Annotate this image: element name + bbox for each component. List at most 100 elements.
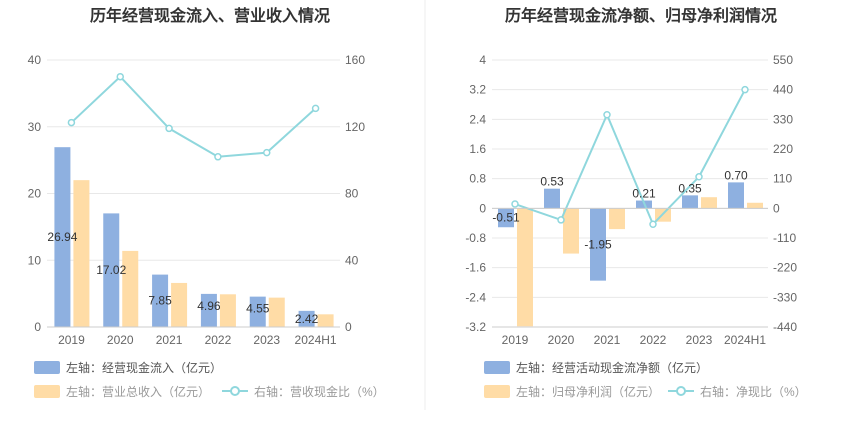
y-left-tick-label: 30 [28, 120, 42, 134]
chart-title: 历年经营现金流净额、归母净利润情况 [505, 6, 777, 25]
legend-swatch-dot [230, 386, 240, 396]
bar-primary [498, 208, 514, 228]
value-label: 7.85 [148, 294, 172, 308]
x-tick-label: 2023 [253, 333, 280, 347]
x-tick-label: 2022 [640, 333, 667, 347]
legend-label-profit: 左轴：归母净利润（亿元） [516, 384, 660, 399]
bar-secondary [517, 208, 533, 327]
bar-secondary [317, 314, 334, 327]
ratio-line-path [514, 89, 746, 227]
chart-panel-net-cash: 历年经营现金流净额、归母净利润情况 -3.2 -2.4 -1.6 -0.8 0 0.8 1.… [465, 6, 806, 399]
bar-primary [298, 310, 315, 327]
y-right-tick-label: 80 [345, 187, 359, 201]
bar-primary [590, 208, 606, 281]
legend-label-ratio: 右轴：营收现金比（%） [254, 384, 385, 399]
bar-secondary [122, 250, 139, 327]
y-right-tick-label: 40 [345, 253, 359, 267]
y-axis-right: -440 -330 -220 -110 0 110 220 330 440 550 [773, 53, 797, 334]
legend: 左轴：经营现金流入（亿元） 左轴：营业总收入（亿元） 右轴：营收现金比（%） [34, 360, 385, 399]
ratio-point [741, 85, 749, 94]
bar-primary [249, 296, 266, 327]
value-label: 0.70 [724, 168, 748, 182]
bars [498, 182, 763, 327]
y-right-tick-label: -220 [773, 261, 797, 275]
x-axis: 2019 2020 2021 2022 2023 2024H1 [47, 326, 340, 347]
legend-label-inflow: 左轴：经营现金流入（亿元） [66, 360, 222, 375]
legend-label-netcash: 左轴：经营活动现金流净额（亿元） [516, 360, 708, 375]
y-right-tick-label: 550 [773, 53, 793, 67]
grid-lines [492, 59, 768, 328]
bar-secondary [563, 208, 579, 254]
value-label: 17.02 [96, 263, 126, 277]
x-tick-label: 2023 [686, 333, 713, 347]
chart-panel-cash-inflow: 历年经营现金流入、营业收入情况 0 10 20 30 40 0 40 80 120 160 26… [28, 6, 385, 399]
y-right-tick-label: -330 [773, 290, 797, 304]
y-right-tick-label: 160 [345, 53, 365, 67]
legend-label-revenue: 左轴：营业总收入（亿元） [66, 384, 210, 399]
bars [54, 147, 334, 327]
ratio-point [557, 216, 565, 224]
y-right-tick-label: -110 [773, 231, 796, 245]
grid-lines [47, 59, 340, 328]
bar-primary [200, 293, 217, 327]
x-tick-label: 2024H1 [724, 333, 766, 347]
ratio-point [214, 153, 222, 161]
x-tick-label: 2024H1 [295, 333, 337, 347]
ratio-point [67, 118, 76, 127]
value-label: -0.51 [492, 210, 520, 224]
y-right-tick-label: 220 [773, 142, 793, 156]
value-label: 4.55 [246, 302, 270, 316]
value-label: 0.35 [678, 181, 702, 195]
y-axis-left: -3.2 -2.4 -1.6 -0.8 0 0.8 1.6 2.4 3.2 4 [465, 53, 486, 334]
bar-secondary [268, 297, 285, 327]
bar-primary [152, 274, 169, 327]
ratio-point [311, 104, 320, 113]
ratio-line [67, 72, 320, 161]
bar-secondary [747, 202, 763, 209]
y-left-tick-label: -0.8 [465, 231, 486, 245]
y-left-tick-label: -3.2 [465, 320, 486, 334]
ratio-point [603, 110, 611, 119]
ratio-point [263, 148, 271, 157]
y-left-tick-label: 4 [479, 53, 486, 67]
bar-primary [103, 213, 120, 327]
value-label: 0.53 [540, 175, 564, 189]
legend-swatch-blue [34, 361, 60, 374]
legend-label-ratio: 右轴：净现比（%） [700, 384, 807, 399]
y-right-tick-label: 440 [773, 83, 793, 97]
x-tick-label: 2020 [548, 333, 575, 347]
x-tick-label: 2022 [205, 333, 232, 347]
y-axis-right: 0 40 80 120 160 [345, 53, 365, 334]
bar-secondary [701, 197, 717, 209]
x-tick-label: 2019 [58, 333, 85, 347]
legend-swatch-orange [34, 385, 60, 398]
chart-title: 历年经营现金流入、营业收入情况 [90, 6, 330, 25]
ratio-point [511, 200, 519, 208]
ratio-point [165, 124, 173, 133]
value-label: 0.21 [632, 187, 656, 201]
y-right-tick-label: 330 [773, 112, 793, 126]
bar-primary [54, 147, 71, 327]
y-left-tick-label: 2.4 [469, 112, 486, 126]
y-left-tick-label: -2.4 [465, 290, 486, 304]
value-labels: -0.51 0.53 -1.95 0.21 0.35 0.70 [492, 168, 748, 251]
ratio-point [695, 173, 703, 181]
y-left-tick-label: 0 [479, 201, 486, 215]
legend-swatch-blue [484, 361, 510, 374]
bar-secondary [73, 180, 90, 327]
y-right-tick-label: 110 [773, 172, 792, 186]
legend-swatch-dot [676, 386, 686, 396]
value-label: -1.95 [584, 237, 612, 251]
x-tick-label: 2021 [156, 333, 183, 347]
y-left-tick-label: 0.8 [469, 172, 486, 186]
y-axis-left: 0 10 20 30 40 [28, 53, 42, 334]
value-labels: 26.94 17.02 7.85 4.96 4.55 2.42 [47, 230, 318, 326]
y-right-tick-label: 0 [773, 201, 780, 215]
bar-secondary [171, 282, 188, 327]
y-left-tick-label: 1.6 [469, 142, 486, 156]
y-right-tick-label: 120 [345, 120, 365, 134]
bar-secondary [609, 208, 625, 230]
y-left-tick-label: 3.2 [469, 83, 486, 97]
bar-primary [682, 195, 698, 209]
x-tick-label: 2019 [502, 333, 529, 347]
